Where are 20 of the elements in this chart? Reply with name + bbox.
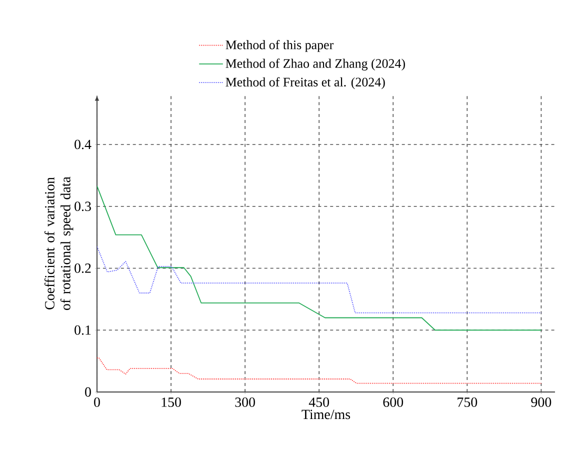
y-tick-label: 0.3: [74, 202, 91, 212]
x-tick-label: 750: [458, 398, 478, 407]
x-tick-label: 300: [235, 398, 255, 407]
x-tick-label: 0: [94, 398, 100, 407]
y-tick-label: 0: [85, 387, 91, 397]
line-series: [97, 186, 542, 331]
x-tick-label: 150: [162, 398, 181, 407]
line-series: [97, 358, 542, 384]
legend-label: Method of this paper: [226, 40, 334, 52]
x-tick-label: 900: [531, 398, 552, 407]
y-tick-label: 0.1: [74, 325, 91, 335]
y-axis-title: Coefficient of variation of rotational speed data: [44, 176, 74, 310]
line-series: [97, 246, 542, 314]
y-tick-label: 0.4: [74, 140, 92, 150]
x-tick-label: 600: [383, 398, 404, 407]
legend-label: Method of Freitas et al. (2024): [226, 77, 385, 90]
y-tick-label: 0.2: [74, 264, 91, 273]
x-tick-label: 450: [308, 398, 330, 407]
legend-label: Method of Zhao and Zhang (2024): [226, 58, 405, 71]
x-axis-title: Time/ms: [302, 410, 350, 420]
